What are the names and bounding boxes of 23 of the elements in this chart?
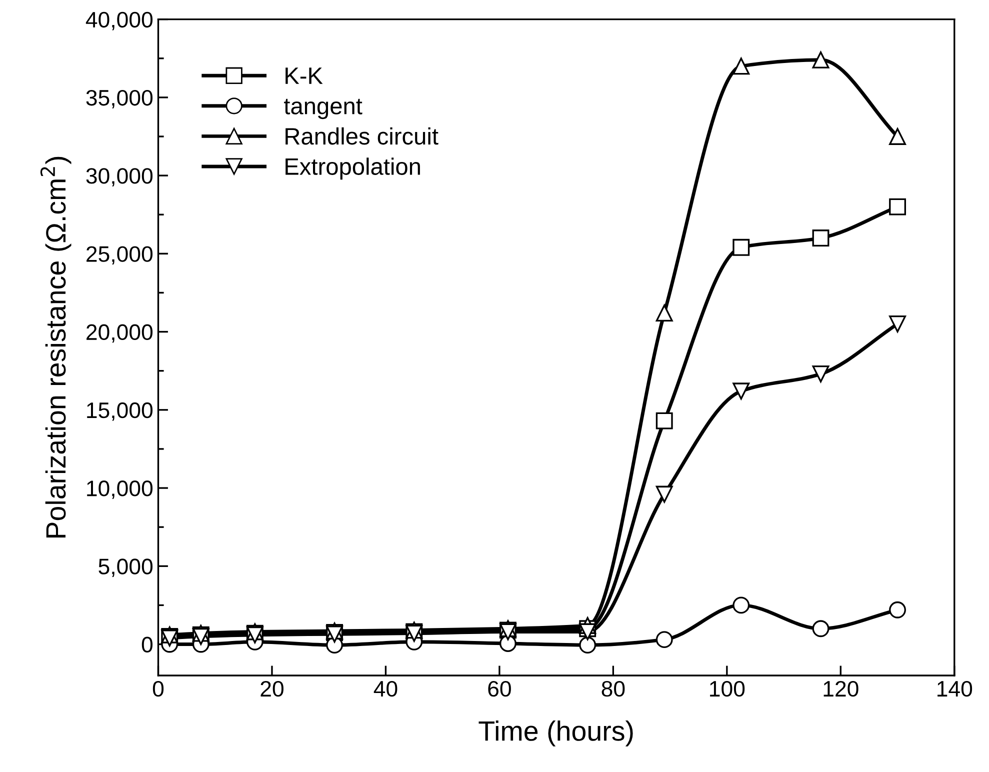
legend-label: tangent [284, 98, 362, 120]
legend-label: Extropolation [286, 158, 420, 180]
x-axis-title: Time (hours) [478, 720, 633, 746]
y-tick-label: 25,000 [86, 246, 153, 265]
x-tick-label: 120 [824, 680, 858, 697]
y-tick-label: 40,000 [86, 12, 153, 30]
x-tick-label: 20 [260, 680, 284, 697]
x-tick-label: 60 [488, 680, 511, 697]
y-axis-title: Polarization resistance (Ω.cm$^{2}$) [40, 156, 72, 538]
y-tick-label: 35,000 [86, 90, 153, 108]
legend-label: K-K [286, 68, 323, 84]
x-tick-label: 40 [374, 680, 398, 697]
x-tick-label: 80 [602, 680, 625, 697]
y-tick-label: 5,000 [98, 558, 153, 578]
x-tick-label: 140 [938, 680, 972, 697]
y-tick-label: 30,000 [86, 168, 153, 186]
x-tick-label: 0 [152, 680, 164, 697]
y-tick-label: 10,000 [87, 480, 153, 499]
y-tick-label: 0 [142, 636, 153, 653]
y-tick-label: 15,000 [87, 402, 153, 421]
legend-label: Randles circuit [286, 127, 438, 145]
x-tick-label: 100 [710, 680, 745, 697]
y-tick-label: 20,000 [86, 324, 153, 343]
